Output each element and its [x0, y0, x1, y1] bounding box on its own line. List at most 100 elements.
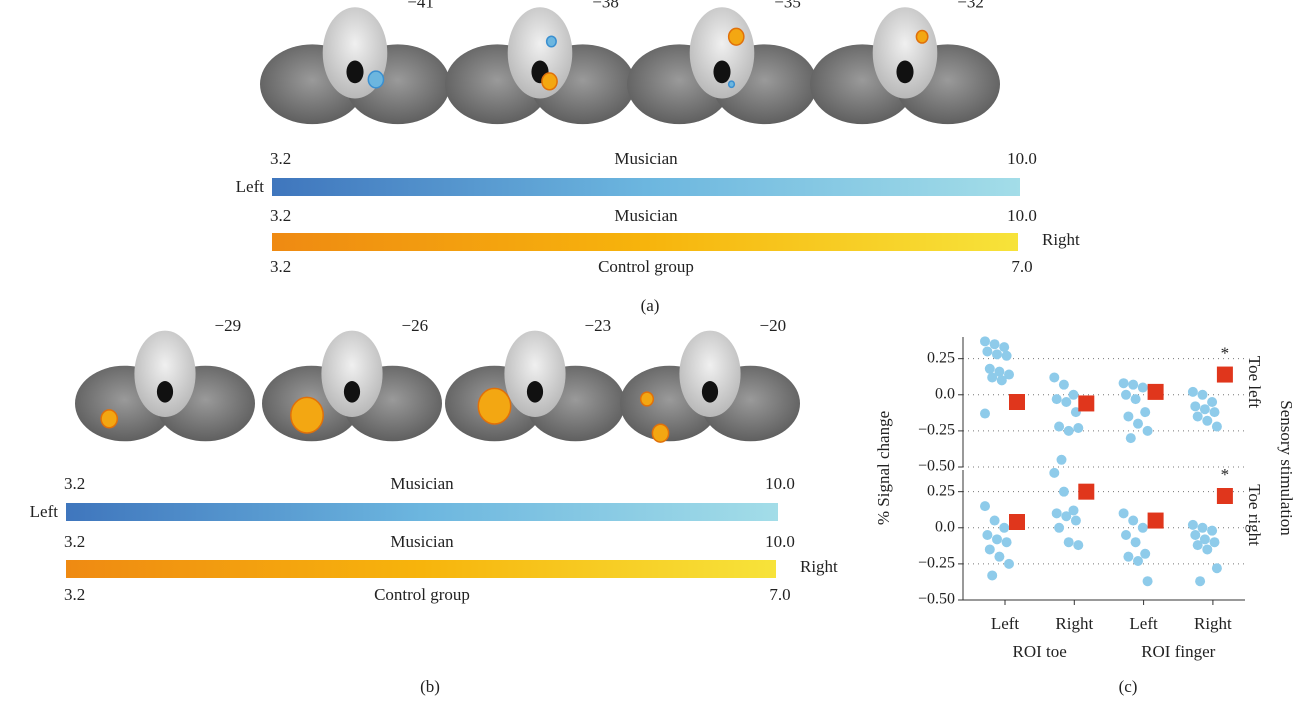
- data-point: [1058, 379, 1069, 390]
- brainstem: [679, 330, 741, 417]
- data-point: [1140, 548, 1151, 559]
- data-point: [996, 375, 1007, 386]
- significance: *: [1221, 343, 1230, 362]
- slice-label: −38: [592, 0, 619, 11]
- data-point: [1192, 540, 1203, 551]
- data-point: [1128, 515, 1139, 526]
- mean-marker: [1078, 395, 1095, 412]
- activation: [100, 409, 119, 429]
- colorbar-label: Musician: [390, 532, 454, 551]
- colorbar-max: 7.0: [1011, 257, 1032, 276]
- data-point: [1004, 369, 1014, 380]
- data-point: [1051, 508, 1062, 519]
- data-point: [1197, 389, 1208, 400]
- data-point: [982, 346, 993, 357]
- data-point: [1121, 530, 1131, 540]
- group-label: ROI toe: [1013, 642, 1067, 661]
- x-tick-label: Right: [1194, 614, 1232, 633]
- right-label: Right: [1042, 230, 1080, 249]
- facet-label: Toe right: [1245, 484, 1264, 546]
- colorbar-max: 10.0: [765, 532, 795, 551]
- activation: [915, 29, 929, 44]
- panel-caption: (b): [420, 677, 440, 696]
- data-point: [989, 515, 1000, 526]
- brainstem: [321, 330, 383, 417]
- panel-caption: (a): [641, 296, 660, 315]
- brainstem: [507, 7, 573, 99]
- x-tick-label: Right: [1055, 614, 1093, 633]
- colorbar-label: Control group: [598, 257, 694, 276]
- data-point: [1209, 407, 1220, 418]
- y-tick-label: 0.25: [927, 482, 955, 499]
- mean-marker: [1009, 394, 1025, 410]
- colorbar-min: 3.2: [64, 474, 85, 493]
- data-point: [1054, 522, 1065, 533]
- data-point: [1207, 397, 1218, 407]
- data-point: [1070, 515, 1081, 526]
- data-point: [1123, 411, 1134, 422]
- data-point: [1209, 537, 1220, 548]
- slice-label: −20: [760, 316, 787, 335]
- data-point: [1001, 537, 1012, 548]
- brain-slice: [262, 330, 442, 442]
- data-point: [1068, 389, 1079, 400]
- left-label: Left: [30, 502, 59, 521]
- colorbar: [272, 233, 1018, 251]
- y-tick-label: 0.0: [935, 518, 955, 535]
- data-point: [1140, 407, 1151, 418]
- data-point: [1051, 394, 1062, 405]
- data-point: [992, 534, 1002, 545]
- side-label: Sensory stimulation: [1277, 400, 1296, 536]
- data-point: [1130, 394, 1141, 405]
- brain-slice: [75, 330, 255, 442]
- mean-marker: [1216, 366, 1233, 383]
- data-point: [1130, 537, 1141, 548]
- x-tick-label: Left: [1129, 614, 1158, 633]
- data-point: [1061, 511, 1072, 522]
- brainstem: [872, 7, 938, 99]
- data-point: [1137, 382, 1148, 393]
- data-point: [992, 349, 1002, 360]
- data-point: [980, 501, 990, 512]
- data-point: [1056, 454, 1067, 465]
- activation: [545, 35, 557, 48]
- colorbar-max: 7.0: [769, 585, 790, 604]
- slice-label: −29: [215, 316, 242, 335]
- data-point: [1061, 397, 1072, 407]
- activation: [727, 27, 745, 46]
- brainstem: [689, 7, 755, 99]
- ventricle: [713, 60, 731, 84]
- data-point: [982, 530, 993, 540]
- data-point: [1197, 522, 1208, 533]
- data-point: [989, 339, 1000, 350]
- data-point: [1121, 389, 1131, 400]
- data-point: [980, 408, 990, 419]
- colorbar-max: 10.0: [765, 474, 795, 493]
- activation: [367, 70, 385, 89]
- ventricle: [343, 381, 361, 403]
- ventricle: [701, 381, 719, 403]
- colorbar-label: Musician: [614, 149, 678, 168]
- ventricle: [156, 381, 174, 403]
- data-point: [1199, 534, 1210, 545]
- mean-marker: [1078, 483, 1095, 500]
- data-point: [1058, 486, 1069, 497]
- data-point: [1118, 378, 1129, 389]
- facet-label: Toe left: [1245, 356, 1264, 408]
- left-label: Left: [236, 177, 265, 196]
- data-point: [1118, 508, 1129, 519]
- data-point: [987, 372, 998, 383]
- colorbar: [66, 503, 778, 521]
- ventricle: [896, 60, 914, 84]
- colorbar-min: 3.2: [64, 532, 85, 551]
- data-point: [1211, 421, 1222, 432]
- data-point: [1142, 576, 1153, 587]
- brain-slice: [445, 330, 625, 442]
- colorbar-min: 3.2: [64, 585, 85, 604]
- data-point: [1123, 551, 1134, 562]
- y-axis-title: % Signal change: [874, 411, 893, 525]
- brainstem: [134, 330, 196, 417]
- y-tick-label: −0.25: [918, 555, 955, 572]
- data-point: [1192, 411, 1203, 422]
